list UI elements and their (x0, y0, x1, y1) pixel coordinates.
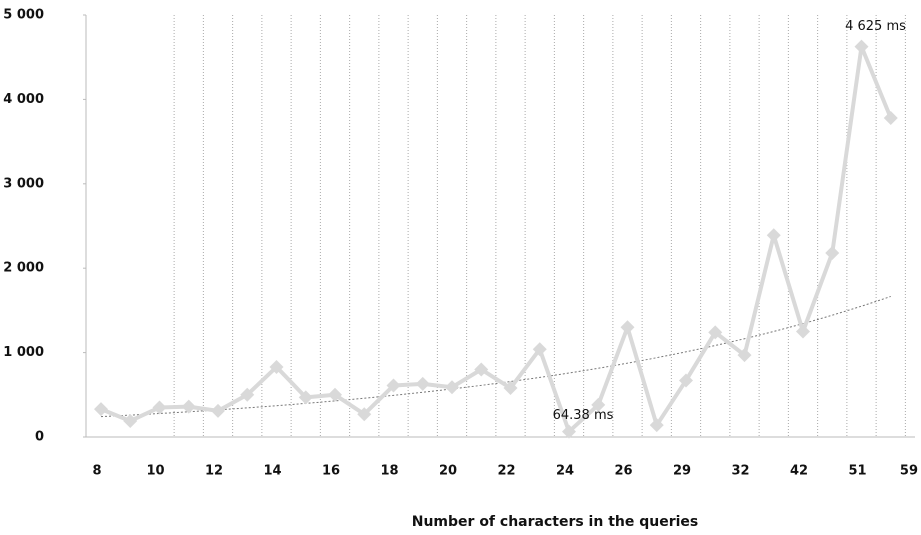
x-axis-title: Number of characters in the queries (412, 514, 699, 530)
marker (708, 325, 723, 340)
x-tick-label: 18 (380, 464, 398, 479)
marker (386, 378, 401, 393)
marker (766, 228, 781, 243)
x-tick-label: 14 (263, 464, 281, 479)
marker (152, 400, 167, 415)
y-tick-label: 3 000 (3, 176, 44, 191)
marker (269, 359, 284, 374)
x-tick-label: 59 (900, 464, 918, 479)
marker (591, 397, 606, 412)
marker (562, 424, 576, 439)
marker (328, 387, 342, 402)
marker (181, 399, 196, 414)
trendline (100, 295, 891, 418)
y-tick-label: 2 000 (3, 261, 44, 276)
marker (532, 342, 547, 357)
x-tick-label: 29 (673, 464, 691, 479)
x-tick-label: 12 (205, 464, 223, 479)
x-tick-label: 51 (848, 464, 866, 479)
x-tick-label: 26 (614, 464, 632, 479)
marker (94, 402, 108, 417)
data-label: 64.38 ms (553, 408, 614, 423)
x-tick-label: 22 (497, 464, 515, 479)
x-tick-label: 24 (556, 464, 574, 479)
marker (796, 324, 810, 339)
x-tick-label: 32 (731, 464, 749, 479)
marker (123, 413, 138, 428)
marker (415, 376, 430, 391)
marker (825, 246, 840, 261)
y-tick-label: 5 000 (3, 8, 44, 23)
x-tick-label: 20 (439, 464, 457, 479)
marker (357, 407, 372, 422)
marker (240, 387, 255, 402)
x-tick-label: 42 (790, 464, 808, 479)
series-line (100, 44, 893, 434)
y-tick-label: 4 000 (3, 92, 44, 107)
y-tick-label: 1 000 (3, 345, 44, 360)
marker (620, 320, 635, 335)
marker (211, 403, 225, 418)
marker (298, 390, 313, 405)
marker (445, 380, 459, 395)
marker (883, 110, 898, 125)
y-tick-label: 0 (35, 430, 44, 445)
data-label: 4 625 ms (845, 19, 906, 34)
x-tick-label: 10 (146, 464, 164, 479)
marker (737, 348, 752, 363)
marker (854, 39, 869, 54)
marker (503, 381, 518, 396)
marker (679, 373, 693, 388)
x-tick-label: 8 (92, 464, 101, 479)
marker (474, 362, 489, 377)
marker (649, 418, 664, 433)
x-tick-label: 16 (322, 464, 340, 479)
